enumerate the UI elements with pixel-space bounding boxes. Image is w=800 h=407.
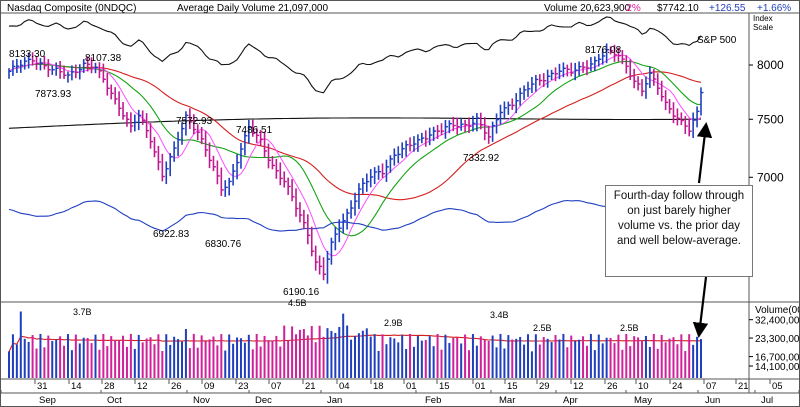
volume-tick-label: 14,100,000 [755, 362, 799, 373]
date-label: 07 [271, 381, 282, 392]
date-label: 21 [738, 381, 749, 392]
volume-change: -2% [623, 3, 641, 14]
ma200-line [8, 117, 702, 129]
price-change: +126.55 [709, 3, 746, 14]
date-label: 21 [305, 381, 316, 392]
month-label: Jun [705, 395, 720, 406]
month-label: Feb [425, 395, 441, 406]
date-label: 15 [507, 381, 518, 392]
date-label: 24 [672, 381, 683, 392]
month-label: Nov [193, 395, 210, 406]
volume-value: Volume 20,623,900 [544, 3, 631, 14]
volume-annotation: 2.9B [384, 318, 403, 328]
date-label: 12 [137, 381, 148, 392]
volume-axis-title: Volume(00) [755, 305, 799, 316]
symbol-title: Nasdaq Composite (0NDQC) [7, 3, 137, 14]
sp500-label: S&P 500 [697, 35, 737, 46]
index-scale-label: Scale [753, 23, 774, 32]
price-annotation: 7572.93 [176, 116, 213, 127]
price-bars [8, 43, 704, 284]
grid [1, 12, 799, 394]
rs-line [8, 195, 702, 232]
date-label: 14 [71, 381, 82, 392]
average-volume: Average Daily Volume 21,097,000 [177, 3, 329, 14]
volume-annotation: 2.5B [620, 323, 639, 333]
date-label: 18 [373, 381, 384, 392]
volume-tick-label: 32,400,000 [755, 316, 799, 327]
arrow-to-price [696, 121, 713, 184]
date-label: 31 [37, 381, 48, 392]
volume-tick-label: 16,700,000 [755, 353, 799, 364]
price-annotation: 6190.16 [283, 287, 320, 298]
volume-bars [8, 311, 702, 378]
date-label: 23 [238, 381, 249, 392]
annotation-callout: Fourth-day follow through on just barely… [605, 185, 753, 277]
date-label: 07 [706, 381, 717, 392]
price-annotation: 8176.08 [585, 45, 622, 56]
date-label: 10 [638, 381, 649, 392]
price-annotation: 7873.93 [35, 89, 72, 100]
date-label: 01 [406, 381, 417, 392]
volume-annotation: 3.4B [490, 310, 509, 320]
price-tick-label: 8000 [757, 58, 784, 72]
month-label: Apr [563, 395, 578, 406]
month-label: Sep [39, 395, 56, 406]
month-label: Mar [499, 395, 515, 406]
ma10-line [8, 54, 702, 257]
price-annotation: 6830.76 [205, 239, 242, 250]
price-annotation: 6922.83 [153, 229, 190, 240]
price-value: $7742.10 [657, 3, 699, 14]
price-tick-label: 7000 [757, 170, 784, 184]
date-label: 15 [439, 381, 450, 392]
month-label: May [634, 395, 652, 406]
price-annotation: 8133.30 [9, 49, 46, 60]
date-label: 26 [607, 381, 618, 392]
date-label: 28 [104, 381, 115, 392]
date-label: 26 [171, 381, 182, 392]
arrow-to-volume [692, 276, 709, 339]
sp500-line [8, 16, 702, 94]
month-label: Jul [761, 395, 773, 406]
date-label: 29 [539, 381, 550, 392]
date-label: 05 [772, 381, 783, 392]
price-annotation: 7332.92 [463, 153, 500, 164]
month-label: Jan [327, 395, 342, 406]
volume-tick-label: 23,300,000 [755, 334, 799, 345]
percent-change: +1.66% [757, 3, 792, 14]
volume-annotation: 4.5B [288, 298, 307, 308]
index-scale-label: Index [753, 14, 773, 23]
date-label: 01 [475, 381, 486, 392]
price-tick-label: 7500 [757, 112, 784, 126]
price-annotation: 7486.51 [236, 125, 273, 136]
month-label: Oct [107, 395, 122, 406]
chart-labels: 7000 7500 8000 14,100,00016,700,000 23,300,0… [9, 14, 799, 406]
volume-annotation: 2.5B [533, 323, 552, 333]
ma50-line [8, 63, 702, 201]
price-annotation: 8107.38 [85, 53, 122, 64]
date-label: 09 [204, 381, 215, 392]
volume-annotation: 3.7B [73, 307, 92, 317]
date-label: 04 [339, 381, 350, 392]
ma21-line [8, 60, 702, 237]
date-label: 12 [573, 381, 584, 392]
month-label: Dec [255, 395, 272, 406]
